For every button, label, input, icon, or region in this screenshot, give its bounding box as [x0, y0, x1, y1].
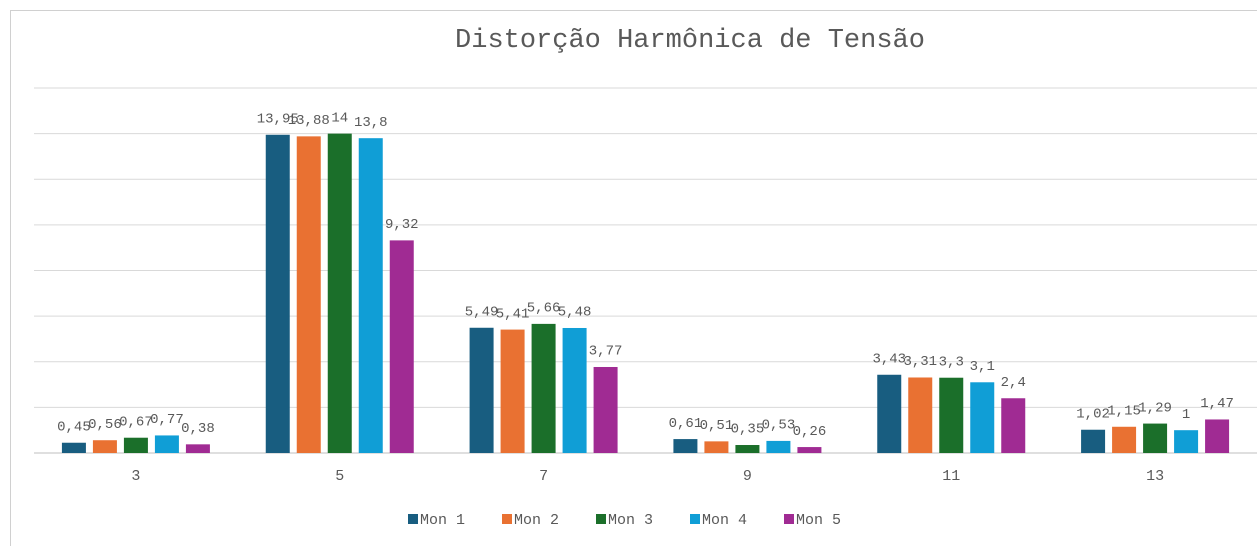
bar — [1112, 426, 1137, 453]
bar — [154, 435, 179, 453]
bar — [797, 447, 822, 453]
chart-title: Distorção Harmônica de Tensão — [455, 26, 925, 56]
data-label: 5,66 — [527, 301, 561, 317]
bar — [327, 133, 352, 453]
bar — [531, 323, 556, 453]
bar — [469, 327, 494, 453]
data-label: 5,41 — [496, 306, 530, 322]
data-label: 13,88 — [288, 113, 330, 129]
x-tick-label: 3 — [131, 468, 140, 485]
data-label: 0,53 — [762, 418, 796, 434]
bar — [92, 440, 117, 453]
bar — [185, 444, 210, 453]
legend-swatch — [502, 514, 512, 524]
bar — [1143, 423, 1168, 453]
bar — [673, 439, 698, 453]
data-label: 0,67 — [119, 414, 153, 430]
data-label: 3,77 — [589, 344, 623, 360]
x-tick-label: 9 — [743, 468, 752, 485]
bar — [562, 327, 587, 453]
x-tick-label: 7 — [539, 468, 548, 485]
data-label: 1,29 — [1138, 400, 1172, 416]
x-tick-label: 5 — [335, 468, 344, 485]
bar — [704, 441, 729, 453]
bar — [500, 329, 525, 453]
bar — [939, 377, 964, 453]
legend-label: Mon 3 — [608, 512, 653, 529]
legend-swatch — [690, 514, 700, 524]
data-label: 1,02 — [1076, 406, 1110, 422]
bar — [970, 382, 995, 453]
bar — [1001, 398, 1026, 453]
legend-label: Mon 1 — [420, 512, 465, 529]
bar — [908, 377, 933, 453]
bar — [358, 138, 383, 453]
data-label: 9,32 — [385, 217, 419, 233]
data-label: 1,47 — [1200, 396, 1234, 412]
bar — [1174, 430, 1199, 453]
legend-swatch — [596, 514, 606, 524]
chart-border — [10, 10, 1257, 546]
data-label: 5,48 — [558, 305, 592, 321]
data-label: 2,4 — [1001, 375, 1026, 391]
data-label: 0,26 — [793, 424, 827, 440]
legend-label: Mon 4 — [702, 512, 747, 529]
data-label: 14 — [331, 110, 348, 126]
bar — [766, 440, 791, 453]
legend-swatch — [408, 514, 418, 524]
data-label: 1 — [1182, 407, 1190, 423]
legend-label: Mon 2 — [514, 512, 559, 529]
data-label: 0,45 — [57, 419, 91, 435]
bar — [389, 240, 414, 453]
bar — [877, 374, 902, 453]
data-label: 0,56 — [88, 417, 122, 433]
legend-label: Mon 5 — [796, 512, 841, 529]
bar — [593, 366, 618, 453]
data-label: 3,1 — [970, 359, 995, 375]
bar — [123, 437, 148, 453]
bar — [296, 136, 321, 454]
data-label: 0,38 — [181, 421, 215, 437]
bar — [265, 134, 290, 453]
data-label: 3,43 — [872, 351, 906, 367]
data-label: 0,35 — [731, 422, 765, 438]
data-label: 0,61 — [669, 416, 703, 432]
data-label: 13,95 — [257, 111, 299, 127]
bar — [1205, 419, 1230, 453]
x-tick-label: 13 — [1146, 468, 1164, 485]
data-label: 5,49 — [465, 304, 499, 320]
data-label: 3,3 — [939, 354, 964, 370]
bar — [1081, 429, 1106, 453]
x-tick-label: 11 — [942, 468, 960, 485]
legend-swatch — [784, 514, 794, 524]
data-label: 0,51 — [700, 418, 734, 434]
data-label: 3,31 — [903, 354, 937, 370]
data-label: 0,77 — [150, 412, 184, 428]
bar — [61, 442, 86, 453]
bar — [735, 445, 760, 453]
data-label: 13,8 — [354, 115, 388, 131]
data-label: 1,15 — [1107, 403, 1141, 419]
